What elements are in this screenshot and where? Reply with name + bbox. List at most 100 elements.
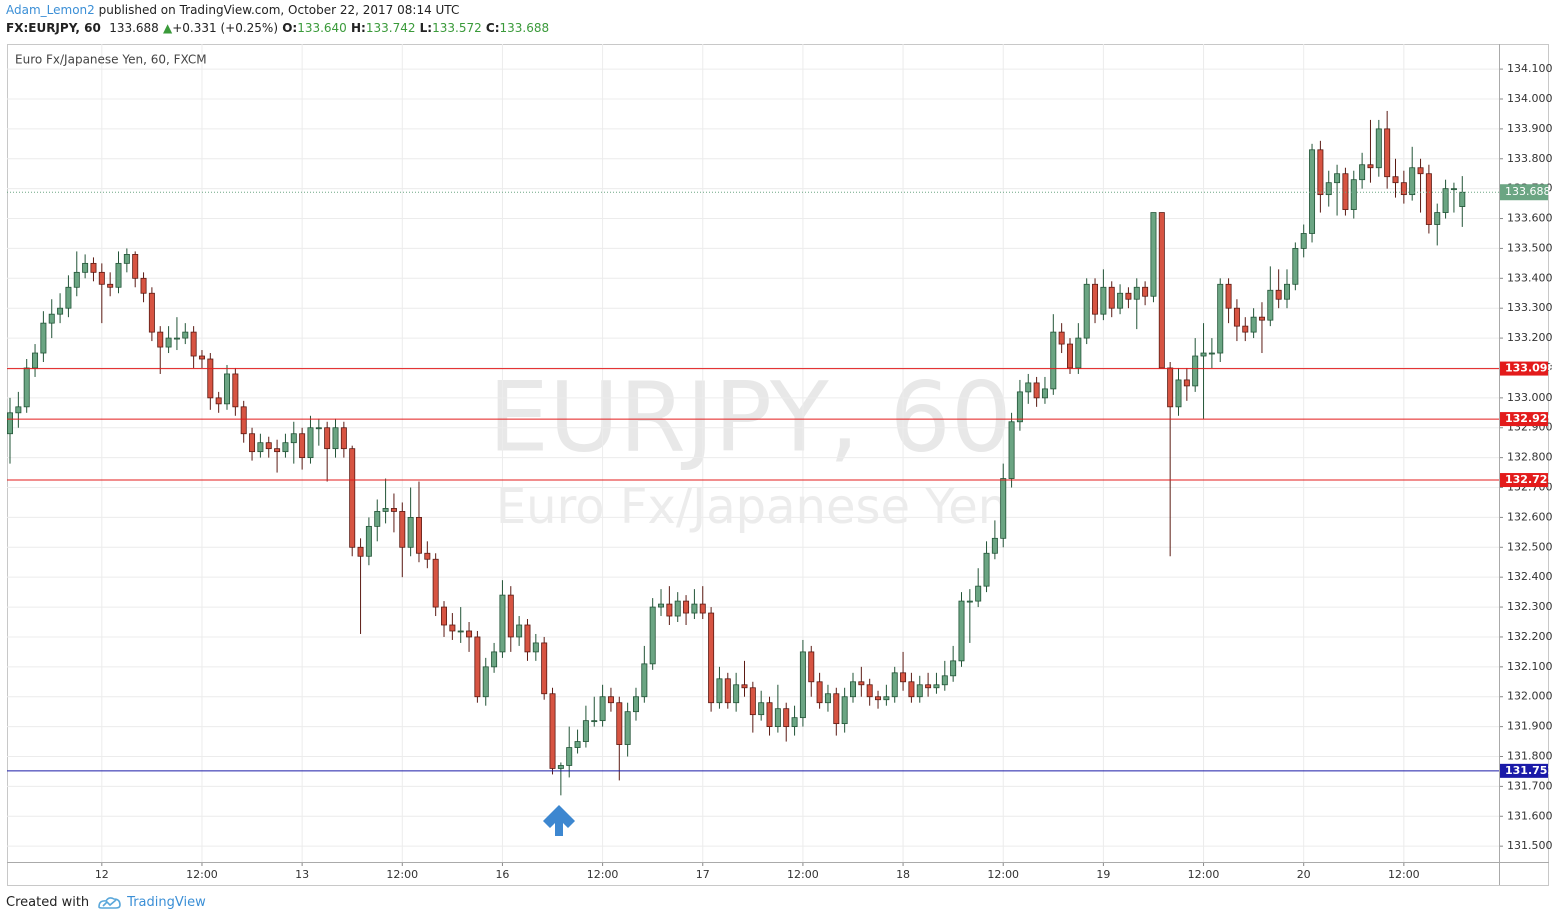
candle-body <box>599 696 606 722</box>
x-tick-label: 17 <box>696 868 710 881</box>
annotation-arrow <box>543 805 575 836</box>
candle-body <box>799 651 806 719</box>
o-label: O: <box>282 21 298 35</box>
candle-body <box>566 747 573 766</box>
candle-body <box>1075 337 1082 369</box>
y-tick-label: 131.900 <box>1507 720 1553 733</box>
candle-body <box>524 624 531 653</box>
candle-body <box>883 696 890 701</box>
candle-body <box>57 307 64 315</box>
candle-body <box>1217 283 1224 354</box>
candle-body <box>282 442 289 453</box>
candle-body <box>1008 421 1015 479</box>
candle-body <box>1450 188 1457 191</box>
candle-body <box>15 406 22 414</box>
candle-body <box>1434 212 1441 225</box>
candle-body <box>441 606 448 626</box>
candle-body <box>582 720 589 742</box>
candle-body <box>1275 289 1282 300</box>
footer: Created with TradingView <box>6 894 206 910</box>
candle-body <box>265 442 272 450</box>
candle-body <box>390 508 397 512</box>
candle-body <box>1300 233 1307 249</box>
y-tick-label: 132.400 <box>1507 570 1553 583</box>
brand[interactable]: TradingView <box>127 894 206 910</box>
candle-body <box>1267 289 1274 321</box>
candle-body <box>123 254 130 264</box>
candle-body <box>507 594 514 638</box>
candle-body <box>641 663 648 698</box>
candle-body <box>32 352 39 369</box>
candle-body <box>1016 391 1023 423</box>
candle-body <box>1100 286 1107 315</box>
candle-body <box>1225 283 1232 309</box>
candle-body <box>1117 292 1124 309</box>
y-tick-label: 131.500 <box>1507 839 1553 852</box>
candle-body <box>90 262 97 273</box>
candle-body <box>783 708 790 728</box>
candle-body <box>733 684 740 704</box>
candle-body <box>232 373 239 408</box>
candle-body <box>1375 128 1382 169</box>
candle-body <box>1058 331 1065 345</box>
candle-body <box>716 678 723 704</box>
y-tick-label: 131.700 <box>1507 779 1553 792</box>
chart: EURJPY, 60 Euro Fx/Japanese Yen 131.5001… <box>7 44 1555 886</box>
candle-body <box>541 642 548 695</box>
candle-body <box>532 642 539 653</box>
marks <box>7 110 1466 796</box>
high: 133.742 <box>365 21 416 35</box>
candle-body <box>958 600 965 662</box>
candle-body <box>324 427 331 450</box>
y-tick-label: 133.800 <box>1507 152 1553 165</box>
candle-body <box>791 717 798 728</box>
candle-body <box>482 666 489 698</box>
candle-body <box>1284 283 1290 300</box>
candle-body <box>290 433 297 444</box>
x-tick-label: 12 <box>95 868 109 881</box>
y-tick-label: 133.600 <box>1507 212 1553 225</box>
c-label: C: <box>485 21 500 35</box>
symbol: FX:EURJPY, 60 <box>6 21 101 35</box>
level-label-bg <box>1500 763 1548 778</box>
x-tick-label: 18 <box>896 868 910 881</box>
x-tick-label: 12:00 <box>386 868 418 881</box>
candle-body <box>683 600 690 614</box>
grid: 131.500 131.600 131.700 131.800 131.900 132.0… <box>7 44 1553 881</box>
last-price-bg <box>1500 184 1548 201</box>
candle-body <box>658 603 665 608</box>
open: 133.640 <box>297 21 347 35</box>
candle-body <box>132 254 139 279</box>
y-tick-label: 132.600 <box>1507 510 1553 523</box>
y-tick-label: 132.500 <box>1507 540 1553 553</box>
candle-body <box>1417 167 1424 175</box>
x-tick-label: 12:00 <box>1388 868 1420 881</box>
candle-body <box>1384 128 1391 178</box>
up-arrow: ▲ <box>163 21 173 35</box>
candle-body <box>399 511 406 548</box>
candle-body <box>1175 379 1182 408</box>
candle-body <box>1050 331 1057 390</box>
change: +0.331 (+0.25%) <box>172 21 278 35</box>
candle-body <box>1359 164 1366 181</box>
candle-body <box>607 696 614 704</box>
level-label-bg <box>1500 473 1548 488</box>
x-tick-label: 12:00 <box>1188 868 1220 881</box>
candle-body <box>215 397 222 405</box>
candle-body <box>432 558 439 608</box>
candle-body <box>1150 212 1157 297</box>
l-label: L: <box>419 21 433 35</box>
candle-body <box>1242 325 1249 333</box>
author[interactable]: Adam_Lemon2 <box>6 3 95 17</box>
candle-body <box>1033 382 1040 399</box>
level-label: 132.725 <box>1505 473 1555 486</box>
candle-body <box>1367 164 1374 169</box>
candle-body <box>908 681 915 698</box>
candle-body <box>190 331 197 357</box>
y-tick-label: 132.000 <box>1507 690 1553 703</box>
candle-body <box>23 367 30 408</box>
y-tick-label: 133.300 <box>1507 301 1553 314</box>
candle-body <box>1309 149 1316 234</box>
candle-body <box>82 262 89 273</box>
candle-body <box>48 313 55 324</box>
